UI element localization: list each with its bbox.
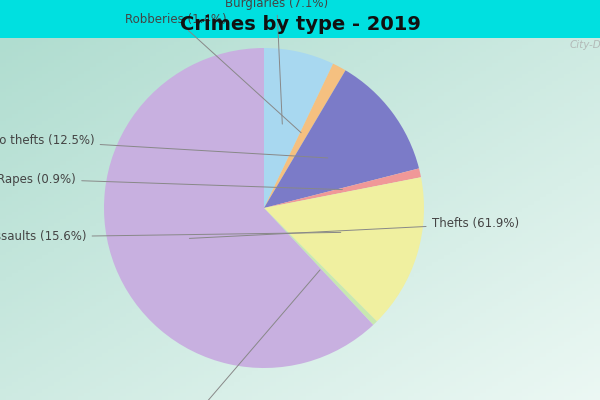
Text: Assaults (15.6%): Assaults (15.6%): [0, 230, 341, 243]
Text: Murders (0.5%): Murders (0.5%): [146, 270, 320, 400]
Wedge shape: [264, 70, 419, 208]
Text: Robberies (1.4%): Robberies (1.4%): [125, 13, 301, 133]
Text: Auto thefts (12.5%): Auto thefts (12.5%): [0, 134, 328, 158]
Wedge shape: [104, 48, 373, 368]
Text: City-Data.com: City-Data.com: [570, 40, 600, 50]
Wedge shape: [264, 208, 377, 325]
Wedge shape: [264, 177, 424, 322]
Text: Crimes by type - 2019: Crimes by type - 2019: [179, 15, 421, 34]
Text: Thefts (61.9%): Thefts (61.9%): [190, 218, 519, 238]
Text: Rapes (0.9%): Rapes (0.9%): [0, 173, 343, 190]
Text: Burglaries (7.1%): Burglaries (7.1%): [225, 0, 328, 124]
Wedge shape: [264, 168, 421, 208]
Wedge shape: [264, 64, 346, 208]
Wedge shape: [264, 48, 333, 208]
